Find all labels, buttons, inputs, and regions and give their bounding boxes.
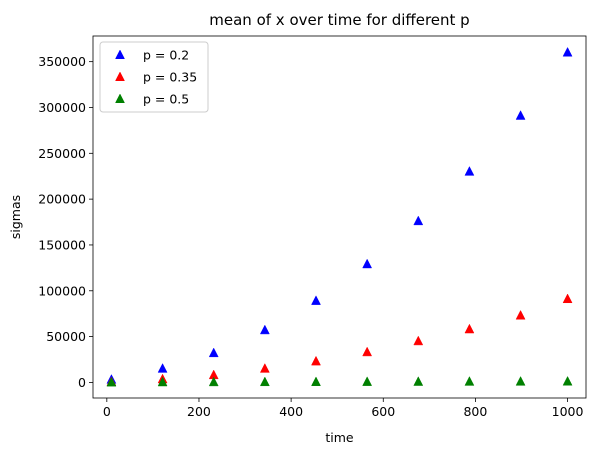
data-point bbox=[562, 375, 573, 386]
data-point bbox=[515, 110, 526, 120]
data-point bbox=[259, 363, 270, 373]
x-tick-label: 800 bbox=[463, 404, 487, 419]
data-point bbox=[157, 363, 168, 373]
y-tick-label: 50000 bbox=[46, 329, 86, 344]
data-marks bbox=[106, 46, 573, 387]
y-tick-label: 200000 bbox=[38, 192, 86, 207]
data-point bbox=[157, 376, 168, 387]
data-point bbox=[106, 376, 117, 387]
data-point bbox=[515, 376, 526, 386]
data-point bbox=[259, 324, 270, 335]
data-point bbox=[311, 376, 321, 386]
y-tick-label: 100000 bbox=[38, 283, 86, 298]
legend-label: p = 0.2 bbox=[143, 48, 189, 63]
chart-title: mean of x over time for different p bbox=[209, 11, 469, 29]
data-point bbox=[311, 355, 321, 366]
legend-label: p = 0.35 bbox=[143, 70, 197, 85]
y-tick-label: 0 bbox=[78, 375, 86, 390]
y-axis-label: sigmas bbox=[8, 195, 23, 239]
x-tick-label: 600 bbox=[371, 404, 395, 419]
x-tick-label: 400 bbox=[279, 404, 303, 419]
legend-marker bbox=[115, 49, 125, 59]
data-point bbox=[362, 376, 373, 386]
legend-box bbox=[99, 41, 209, 113]
data-point bbox=[515, 309, 526, 320]
x-tick-label: 1000 bbox=[552, 404, 584, 419]
legend: p = 0.2 p = 0.35 p = 0.5 bbox=[99, 41, 209, 113]
data-point bbox=[464, 166, 475, 176]
data-point bbox=[362, 346, 373, 357]
y-tick-label: 250000 bbox=[38, 146, 86, 161]
legend-label: p = 0.5 bbox=[143, 92, 189, 107]
data-point bbox=[413, 335, 424, 346]
data-point bbox=[311, 295, 321, 305]
x-tick-label: 0 bbox=[103, 404, 111, 419]
data-point bbox=[413, 215, 424, 226]
y-tick-label: 150000 bbox=[38, 237, 86, 252]
data-point bbox=[259, 376, 270, 387]
x-axis-label: time bbox=[325, 430, 354, 445]
data-point bbox=[413, 376, 424, 386]
data-point bbox=[464, 323, 475, 334]
axes: 0 200 400 600 800 1000 0 50000 100000 150000 20000… bbox=[38, 35, 587, 419]
y-tick-label: 350000 bbox=[38, 54, 86, 69]
legend-marker bbox=[115, 93, 125, 103]
data-point bbox=[464, 376, 475, 386]
data-point bbox=[562, 293, 573, 304]
data-point bbox=[208, 347, 219, 358]
plot-frame bbox=[92, 35, 587, 399]
y-tick-label: 300000 bbox=[38, 100, 86, 115]
legend-marker bbox=[115, 71, 125, 81]
data-point bbox=[362, 258, 373, 269]
data-point bbox=[562, 46, 573, 57]
data-point bbox=[208, 376, 219, 387]
x-tick-label: 200 bbox=[187, 404, 211, 419]
